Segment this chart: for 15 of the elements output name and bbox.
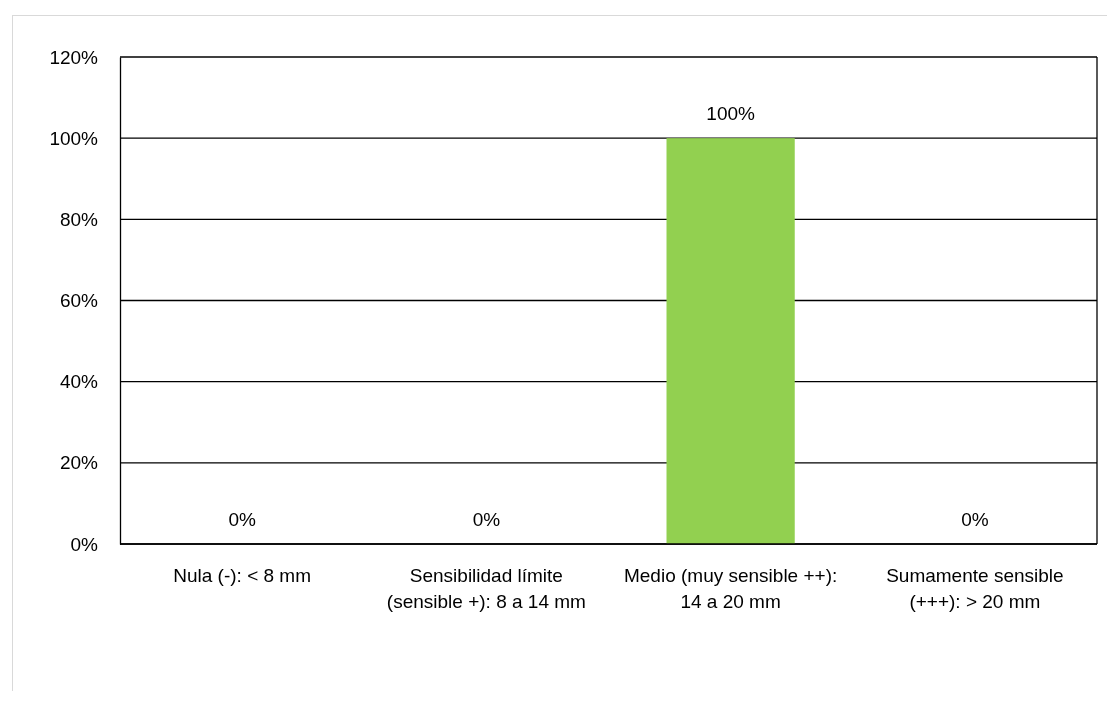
data-label: 0% bbox=[228, 509, 256, 530]
y-tick-label: 120% bbox=[49, 46, 99, 68]
y-tick-label: 60% bbox=[59, 290, 99, 312]
x-tick-label: Sensibilidad límite (sensible +): 8 a 14 mm bbox=[386, 565, 586, 612]
y-tick-label: 100% bbox=[49, 127, 99, 149]
data-label: 0% bbox=[961, 509, 989, 530]
data-label: 0% bbox=[472, 509, 501, 530]
y-tick-label: 80% bbox=[59, 208, 99, 230]
y-tick-label: 0% bbox=[70, 533, 99, 555]
x-tick-label: Nula (-): < 8 mm bbox=[173, 565, 312, 586]
y-tick-label: 40% bbox=[59, 371, 99, 393]
x-tick-label: Medio (muy sensible ++): 14 a 20 mm bbox=[623, 565, 838, 612]
y-tick-label: 20% bbox=[59, 452, 99, 474]
data-label: 100% bbox=[706, 103, 756, 125]
x-tick-label: Sumamente sensible (+++): > 20 mm bbox=[886, 565, 1064, 612]
